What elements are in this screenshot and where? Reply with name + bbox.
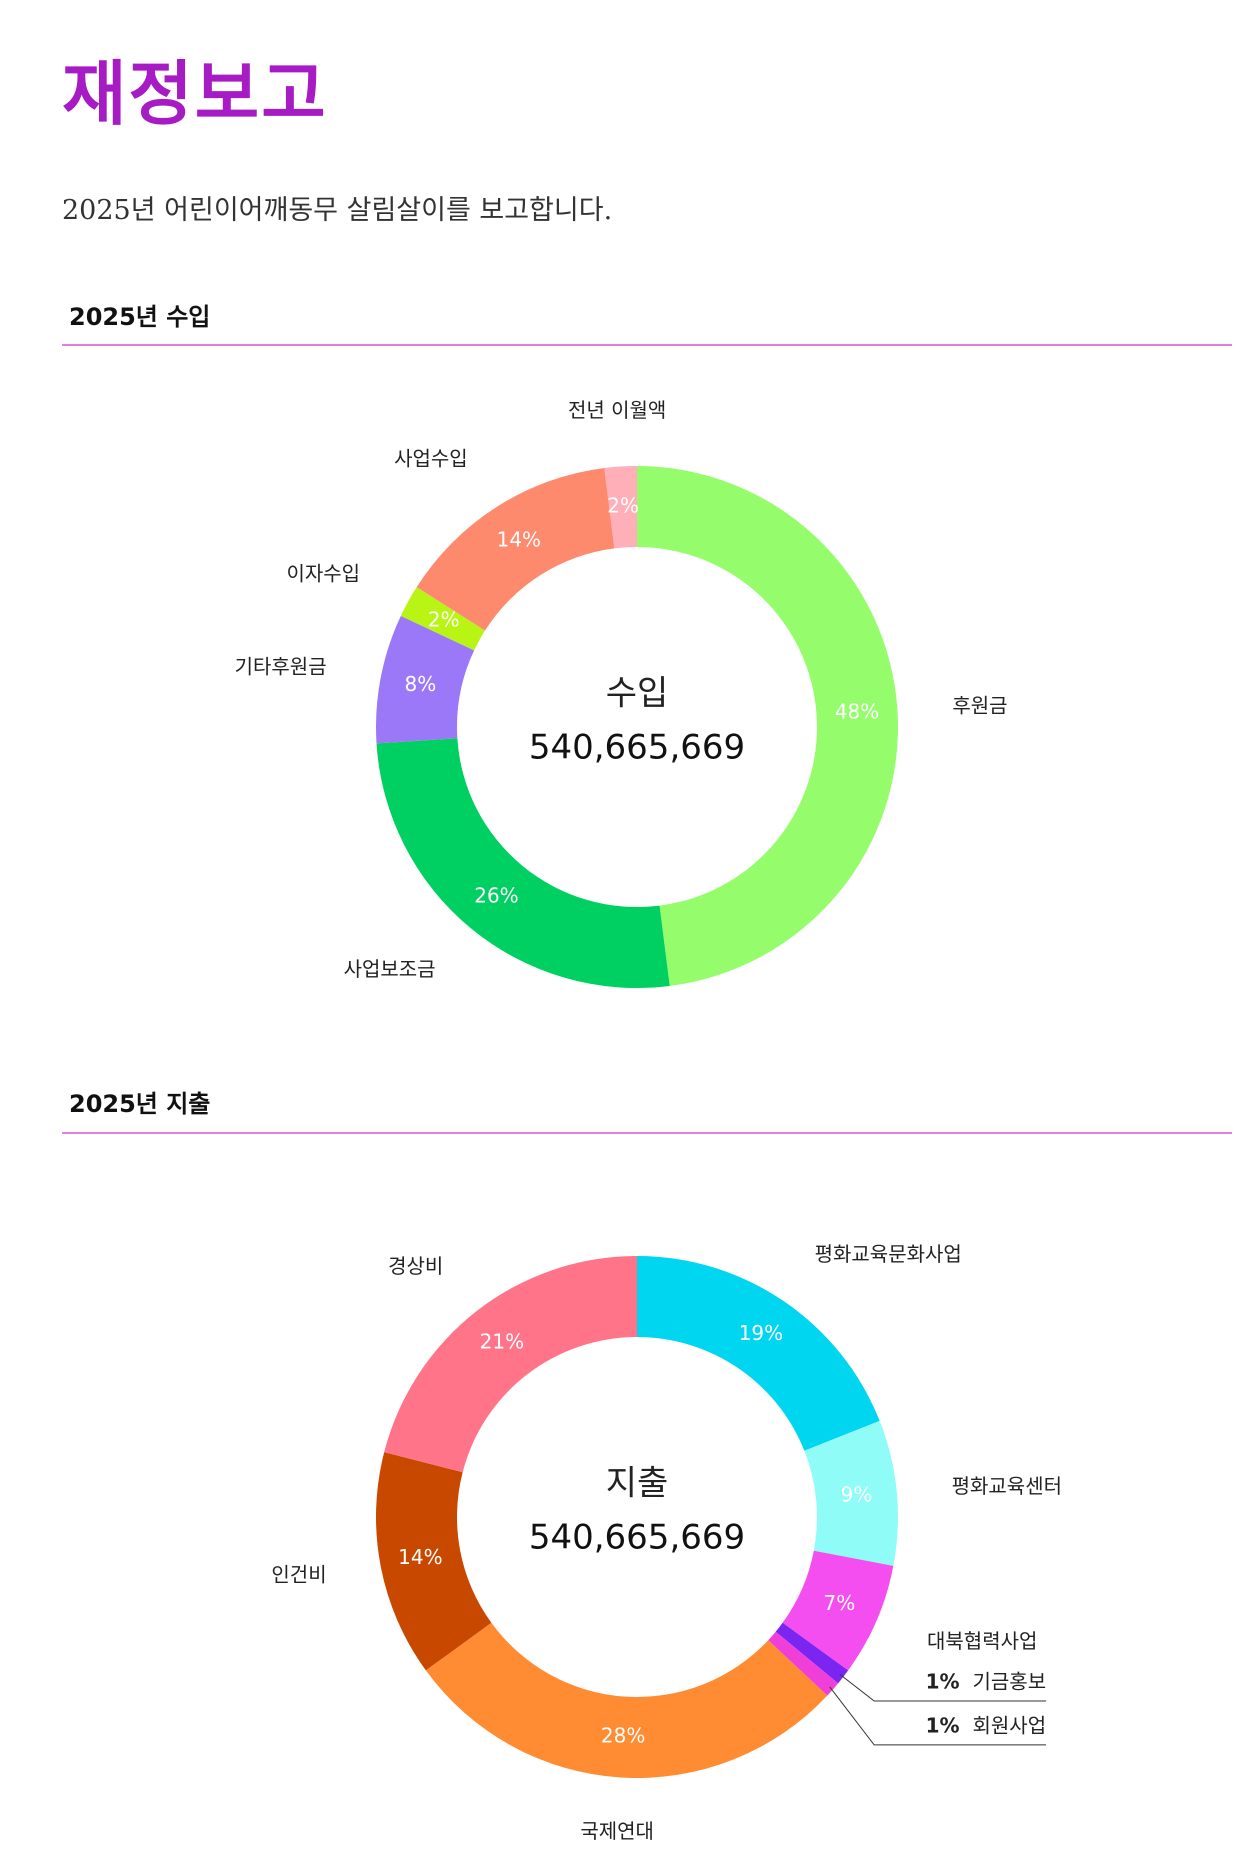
category-label: 회원사업 (973, 1713, 1047, 1737)
value-label: 19% (739, 1321, 783, 1345)
donut-slice (637, 1256, 880, 1451)
value-label: 14% (398, 1545, 442, 1569)
donut-slice (775, 1622, 849, 1684)
donut-slice (604, 466, 637, 549)
value-label: 1% (926, 1670, 960, 1694)
category-label: 이자수입 (286, 561, 360, 585)
section-title: 2025년 수입 (69, 303, 210, 331)
category-label: 국제연대 (580, 1819, 654, 1843)
donut-slice (416, 468, 615, 631)
value-label: 2% (607, 493, 639, 517)
category-label: 기타후원금 (235, 654, 327, 678)
category-label: 사업수입 (394, 447, 468, 471)
category-label: 기금홍보 (973, 1670, 1047, 1694)
page-title: 재정보고 (62, 52, 328, 135)
value-label: 14% (497, 527, 541, 551)
value-label: 9% (841, 1483, 873, 1507)
category-label: 평화교육문화사업 (815, 1242, 962, 1266)
donut-slice (425, 1622, 828, 1778)
category-label: 평화교육센터 (952, 1474, 1062, 1498)
value-label: 1% (926, 1713, 960, 1737)
section-title: 2025년 지출 (69, 1090, 210, 1118)
center-label: 지출 (606, 1464, 669, 1504)
category-label: 인건비 (271, 1563, 326, 1587)
donut-slice (384, 1256, 637, 1473)
leader-line (839, 1674, 1047, 1702)
category-label: 후원금 (952, 694, 1007, 718)
center-label: 수입 (606, 674, 669, 714)
value-label: 26% (474, 883, 518, 907)
category-label: 전년 이월액 (568, 398, 666, 422)
value-label: 8% (405, 672, 437, 696)
donut-slice (375, 1452, 492, 1671)
value-label: 7% (823, 1591, 855, 1615)
leader-line (829, 1686, 1047, 1746)
donut-slice (782, 1550, 894, 1671)
value-label: 2% (428, 607, 460, 631)
category-label: 대북협력사업 (927, 1629, 1037, 1653)
value-label: 21% (480, 1329, 524, 1353)
donut-slice (400, 587, 486, 651)
donut-slice (376, 615, 475, 744)
value-label: 28% (601, 1724, 645, 1748)
donut-slice (768, 1631, 839, 1696)
center-total: 540,665,669 (529, 1518, 745, 1558)
value-label: 48% (835, 700, 879, 724)
category-label: 경상비 (388, 1254, 443, 1278)
center-total: 540,665,669 (529, 728, 745, 768)
page-subtitle: 2025년 어린이어깨동무 살림살이를 보고합니다. (62, 195, 613, 226)
category-label: 사업보조금 (344, 957, 436, 981)
donut-slice (637, 466, 899, 986)
donut-slice (376, 738, 670, 988)
donut-slice (804, 1420, 898, 1566)
